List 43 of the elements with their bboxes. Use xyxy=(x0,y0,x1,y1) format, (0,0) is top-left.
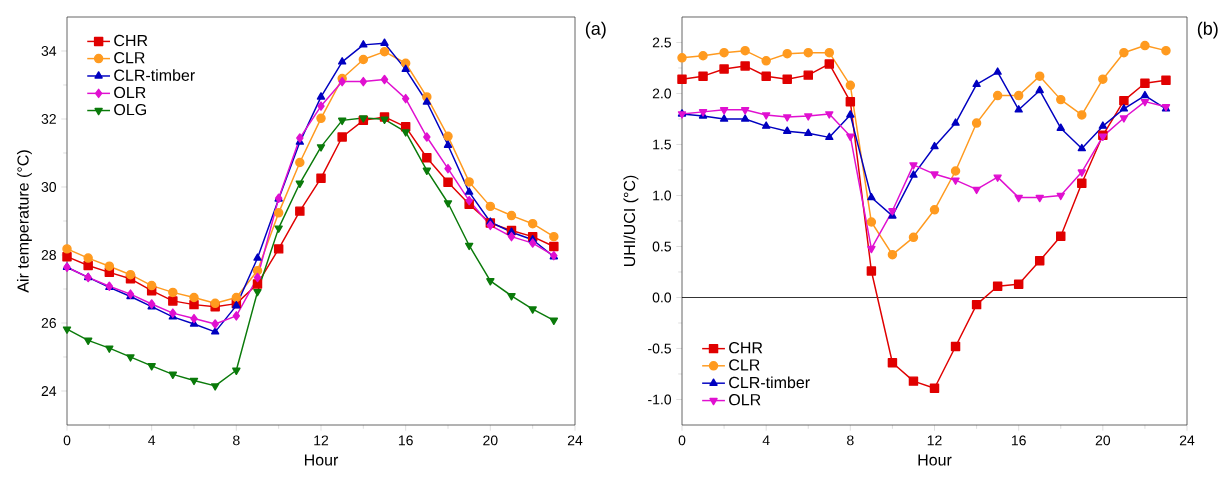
x-tick-label: 20 xyxy=(483,435,498,446)
x-tick-label: 4 xyxy=(762,435,770,446)
y-tick-label: 2.5 xyxy=(652,37,672,48)
x-tick-label: 0 xyxy=(63,435,71,446)
y-tick-label: 34 xyxy=(41,46,57,56)
legend-label: OLR xyxy=(729,393,761,406)
x-tick-label: 16 xyxy=(1011,435,1026,446)
x-tick-label: 24 xyxy=(1179,435,1195,446)
x-tick-label: 8 xyxy=(847,435,854,446)
x-tick-label: 12 xyxy=(314,435,329,446)
legend-label: CLR-timber xyxy=(114,69,195,81)
y-tick-label: 28 xyxy=(41,250,56,260)
y-tick-label: 2.0 xyxy=(652,88,672,99)
x-tick-label: 0 xyxy=(678,435,686,446)
y-tick-label: -0.5 xyxy=(648,343,672,354)
x-tick-label: 8 xyxy=(233,435,240,446)
y-tick-label: 24 xyxy=(41,386,57,396)
y-axis-title: UHI/UCI (°C) xyxy=(623,175,639,267)
y-tick-label: 0.5 xyxy=(652,241,672,252)
y-tick-label: 32 xyxy=(41,114,56,124)
legend-label: OLR xyxy=(114,86,146,99)
y-tick-label: 1.0 xyxy=(653,190,672,201)
y-tick-label: 26 xyxy=(41,318,56,328)
y-axis-title: Air temperature (°C) xyxy=(16,150,32,293)
x-tick-label: 4 xyxy=(148,435,156,446)
y-tick-label: -1.0 xyxy=(648,394,672,405)
legend-label: CLR xyxy=(729,359,760,371)
legend-label: CHR xyxy=(729,342,763,354)
y-tick-label: 30 xyxy=(41,182,57,192)
x-axis-title: Hour xyxy=(918,454,952,466)
y-tick-label: 1.5 xyxy=(653,139,672,150)
y-tick-label: 0.0 xyxy=(652,292,672,303)
x-tick-label: 12 xyxy=(927,435,942,446)
x-tick-label: 24 xyxy=(567,435,583,446)
text: (a) xyxy=(585,21,606,39)
x-tick-label: 20 xyxy=(1095,435,1111,446)
legend-label: CHR xyxy=(114,34,148,47)
text: (b) xyxy=(1197,21,1218,39)
legend-label: CLR-timber xyxy=(729,376,810,389)
legend-label: CLR xyxy=(114,52,145,64)
x-tick-label: 16 xyxy=(398,435,413,446)
x-axis-title: Hour xyxy=(304,454,339,466)
legend-label: OLG xyxy=(114,103,146,116)
